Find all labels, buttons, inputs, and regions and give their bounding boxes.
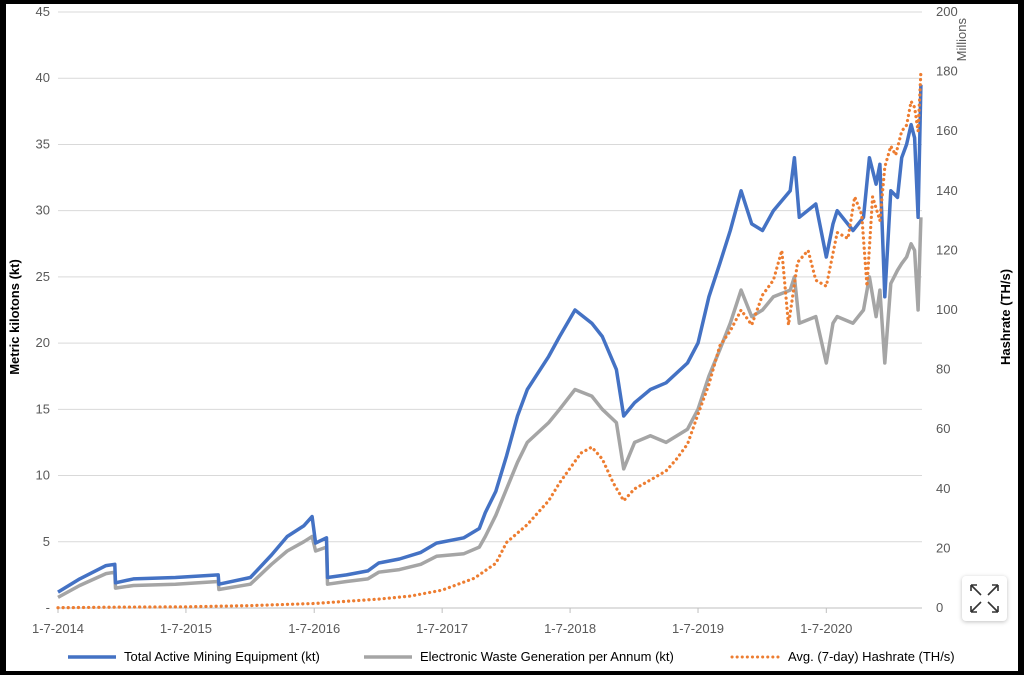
legend: Total Active Mining Equipment (kt) Electr… xyxy=(68,649,955,664)
left-tick-label: - xyxy=(46,600,50,615)
expand-button[interactable] xyxy=(962,576,1007,621)
right-tick-label: 160 xyxy=(936,123,958,138)
legend-label: Electronic Waste Generation per Annum (k… xyxy=(420,649,674,664)
line-chart: - 5 10 15 20 25 30 35 40 45 0 20 40 60 80 100 120 140 160… xyxy=(7,4,1013,664)
right-tick-label: 100 xyxy=(936,302,958,317)
left-axis-title: Metric kilotons (kt) xyxy=(7,259,22,375)
right-tick-label: 80 xyxy=(936,362,950,377)
left-axis-ticks: - 5 10 15 20 25 30 35 40 45 xyxy=(36,4,50,615)
series-line-2 xyxy=(56,70,923,610)
right-tick-label: 120 xyxy=(936,242,958,257)
left-tick-label: 35 xyxy=(36,136,50,151)
right-tick-label: 60 xyxy=(936,421,950,436)
right-axis-units-label: Millions xyxy=(954,18,969,62)
right-tick-label: 200 xyxy=(936,4,958,19)
x-tick-label: 1-7-2020 xyxy=(800,621,852,636)
right-tick-label: 140 xyxy=(936,183,958,198)
right-axis-ticks: 0 20 40 60 80 100 120 140 160 180 200 xyxy=(936,4,958,615)
right-tick-label: 20 xyxy=(936,540,950,555)
x-tick-label: 1-7-2014 xyxy=(32,621,84,636)
chart-frame: - 5 10 15 20 25 30 35 40 45 0 20 40 60 80 100 120 140 160… xyxy=(6,4,1018,671)
x-tick-label: 1-7-2018 xyxy=(544,621,596,636)
left-tick-label: 15 xyxy=(36,401,50,416)
x-tick-label: 1-7-2016 xyxy=(288,621,340,636)
left-tick-label: 10 xyxy=(36,468,50,483)
left-tick-label: 40 xyxy=(36,70,50,85)
gridlines xyxy=(58,11,922,609)
left-tick-label: 20 xyxy=(36,335,50,350)
right-axis-title: Hashrate (TH/s) xyxy=(998,269,1013,365)
right-tick-label: 180 xyxy=(936,64,958,79)
expand-arrows-icon xyxy=(970,584,999,613)
x-tick-label: 1-7-2019 xyxy=(672,621,724,636)
x-tick-label: 1-7-2017 xyxy=(416,621,468,636)
right-tick-label: 0 xyxy=(936,600,943,615)
left-tick-label: 25 xyxy=(36,269,50,284)
legend-label: Total Active Mining Equipment (kt) xyxy=(124,649,320,664)
left-tick-label: 30 xyxy=(36,203,50,218)
left-tick-label: 45 xyxy=(36,4,50,19)
right-tick-label: 40 xyxy=(936,481,950,496)
series-line-1 xyxy=(57,217,923,599)
series-line-0 xyxy=(57,84,923,594)
x-axis-ticks: 1-7-2014 1-7-2015 1-7-2016 1-7-2017 1-7-2018… xyxy=(32,608,852,636)
left-tick-label: 5 xyxy=(43,534,50,549)
series-group xyxy=(56,70,923,610)
x-tick-label: 1-7-2015 xyxy=(160,621,212,636)
legend-label: Avg. (7-day) Hashrate (TH/s) xyxy=(788,649,955,664)
